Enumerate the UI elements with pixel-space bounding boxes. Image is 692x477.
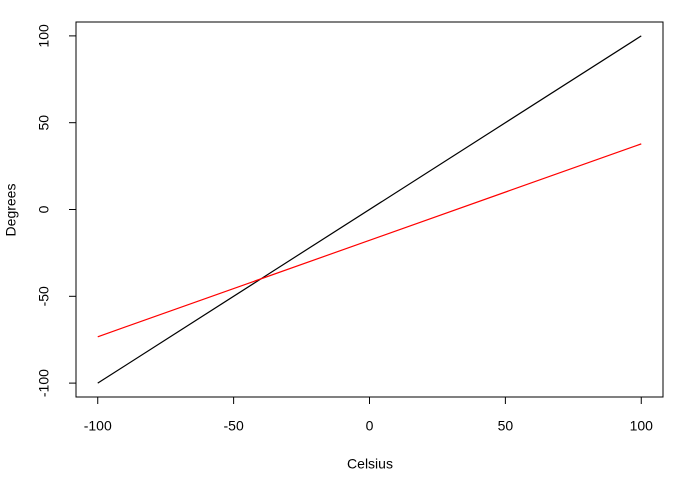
x-tick-label: -50: [224, 418, 244, 434]
x-tick-label: 50: [498, 418, 514, 434]
series-line: [97, 143, 642, 338]
y-tick-label: 100: [36, 24, 52, 48]
y-tick-label: 50: [36, 115, 52, 131]
x-tick-label: -100: [84, 418, 112, 434]
y-tick-label: -50: [36, 286, 52, 306]
y-tick-label: -100: [36, 369, 52, 397]
y-axis-label: Degrees: [3, 184, 19, 237]
x-axis-label: Celsius: [347, 456, 393, 472]
series-line: [97, 35, 642, 384]
y-tick-label: 0: [36, 205, 52, 213]
x-tick-label: 100: [630, 418, 654, 434]
x-tick-label: 0: [366, 418, 374, 434]
